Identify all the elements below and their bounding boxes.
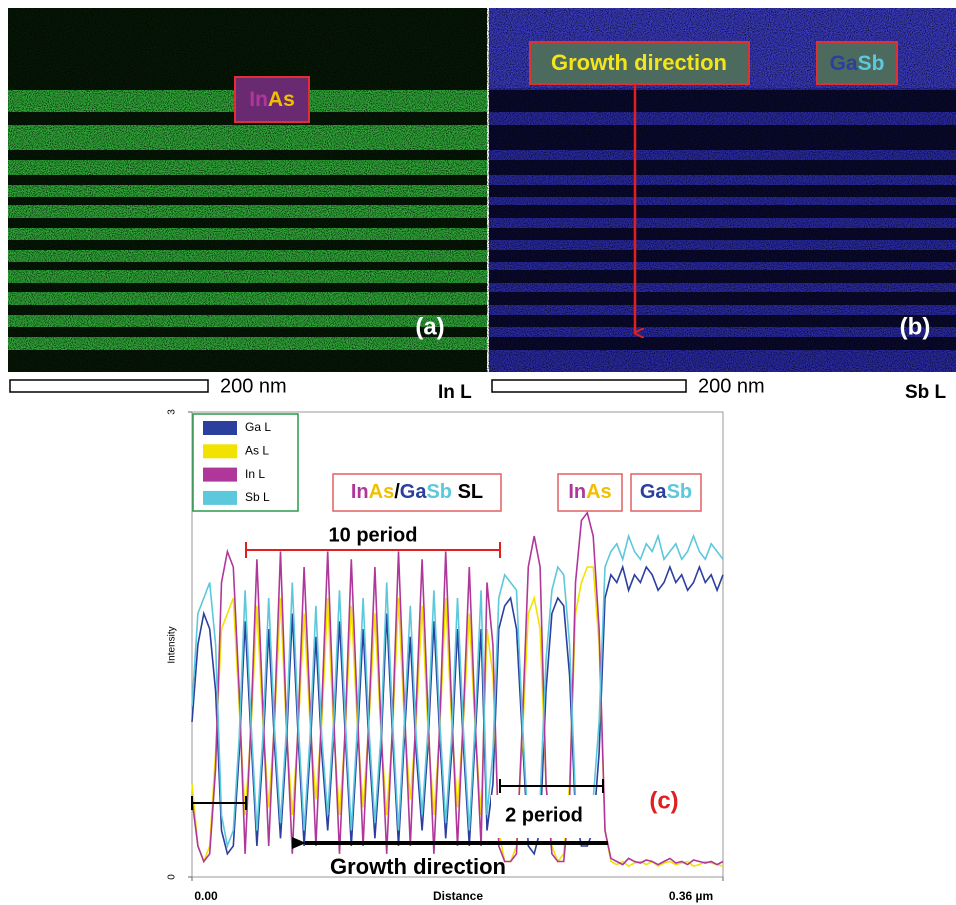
- annotation: 10 period: [329, 524, 418, 546]
- map-noise: [8, 8, 956, 372]
- text-part: Ga: [640, 481, 668, 503]
- series-line: [191, 511, 724, 866]
- text-part: Ga: [830, 52, 858, 75]
- legend-swatch: [203, 421, 237, 435]
- series-line: [191, 566, 724, 868]
- text-part: Sb: [667, 481, 693, 503]
- tag-box: [234, 76, 310, 123]
- annotation: InAs: [568, 481, 611, 503]
- x-tick-label: 0.36 µm: [669, 889, 713, 903]
- text-part: Sb: [426, 481, 452, 503]
- text-part: /: [394, 481, 400, 503]
- scale-label: 200 nm: [220, 375, 287, 397]
- series-line: [191, 564, 724, 856]
- period-bracket: [499, 779, 604, 793]
- series-line: [191, 533, 724, 849]
- panel-label: (a): [415, 313, 444, 340]
- tag: InAs: [249, 88, 295, 111]
- tag-box: [816, 41, 898, 85]
- annotation-box: [491, 795, 598, 838]
- legend-swatch: [203, 444, 237, 459]
- scale-label: 200 nm: [698, 375, 765, 397]
- x-tick-label: 0.00: [194, 889, 218, 903]
- period-bracket: [191, 796, 247, 810]
- legend-entries: Ga L As L In L Sb L: [203, 420, 271, 505]
- legend-label: Ga L: [245, 420, 271, 434]
- text-part: As: [268, 88, 295, 111]
- text-part: In: [568, 481, 586, 503]
- text-part: Ga: [400, 481, 428, 503]
- period-bracket: [245, 542, 501, 558]
- text-part: SL: [452, 481, 483, 503]
- y-axis-label: Intensity: [167, 626, 178, 663]
- element-label: In L: [438, 382, 472, 403]
- text-part: In: [351, 481, 369, 503]
- scale-bar: [491, 379, 687, 393]
- legend-label: Sb L: [245, 490, 270, 504]
- legend-swatch: [203, 490, 237, 505]
- annotation: Growth direction: [330, 854, 506, 879]
- y-tick-label: 3: [167, 409, 178, 415]
- y-tick-label: 0: [167, 874, 178, 880]
- annotation: 2 period: [505, 804, 583, 826]
- element-label: Sb L: [905, 382, 947, 403]
- legend-label: As L: [245, 443, 269, 457]
- x-axis-label: Distance: [433, 889, 483, 903]
- legend-swatch: [203, 467, 237, 482]
- text-part: As: [586, 481, 612, 503]
- panel-label: (b): [900, 313, 931, 340]
- arrow-label-box: [529, 41, 750, 85]
- legend-label: In L: [245, 467, 265, 481]
- text-part: Sb: [858, 52, 885, 75]
- lines: [191, 511, 724, 868]
- text-part: As: [369, 481, 395, 503]
- annotation: InAs/GaSb SL: [351, 481, 483, 503]
- annotation-box: [332, 473, 502, 512]
- panel-label: (c): [649, 787, 678, 814]
- annotation-box: [557, 473, 623, 512]
- scale-bar: [9, 379, 209, 393]
- annotation: GaSb: [640, 481, 692, 503]
- annotation-box: [630, 473, 702, 512]
- text-part: In: [249, 88, 268, 111]
- tag: GaSb: [830, 52, 885, 75]
- arrow-label: Growth direction: [551, 50, 727, 75]
